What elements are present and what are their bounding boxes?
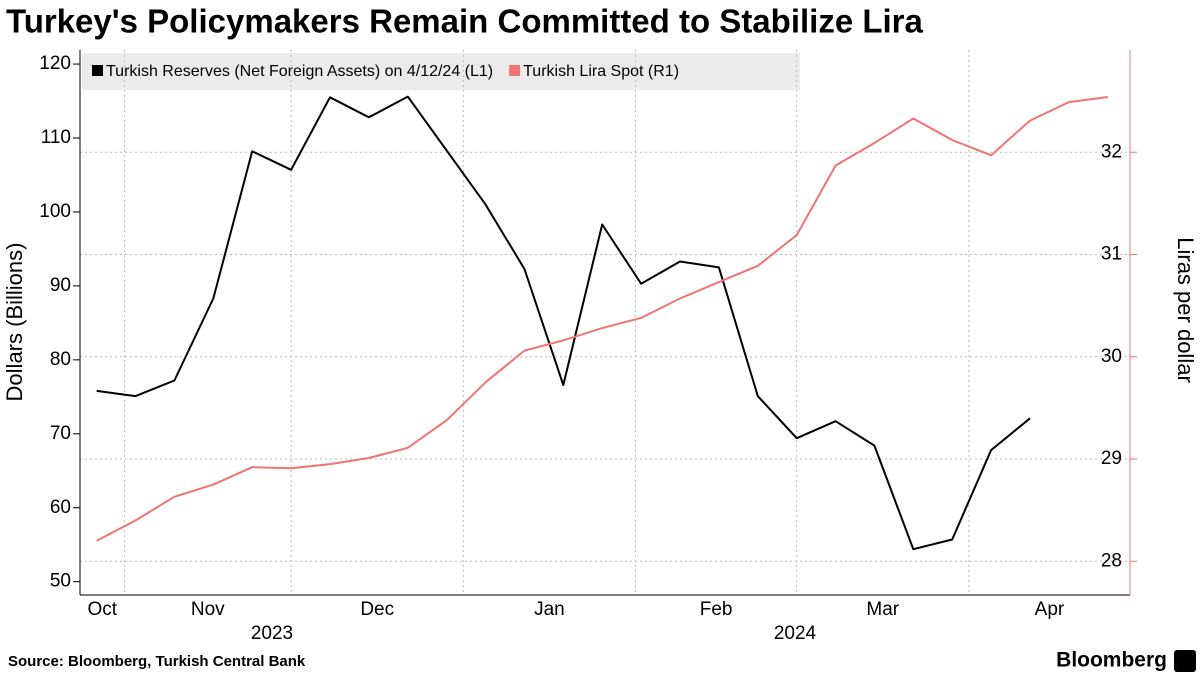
y-tick-label: 90 [50, 275, 71, 296]
legend-label: Turkish Reserves (Net Foreign Assets) on… [106, 63, 493, 80]
x-tick-label: Mar [866, 599, 899, 620]
legend-swatch [92, 65, 103, 76]
legend-swatch [509, 65, 521, 76]
y2-axis-label: Liras per dollar [1173, 237, 1198, 383]
y-tick-label: 110 [41, 127, 71, 148]
y-tick-label: 80 [50, 349, 71, 370]
y-tick-label: 50 [50, 571, 71, 592]
year-label: 2024 [774, 623, 817, 644]
series-line [96, 95, 1031, 551]
y-tick-label: 100 [39, 201, 71, 222]
y-tick-label: 70 [50, 423, 71, 444]
x-tick-label: Dec [360, 599, 394, 620]
y2-tick-label: 28 [1101, 550, 1122, 571]
year-label: 2023 [251, 623, 293, 644]
x-tick-label: Apr [1035, 599, 1065, 620]
series-line [96, 96, 1108, 542]
x-tick-label: Feb [700, 599, 733, 620]
legend-box [82, 53, 800, 90]
y2-tick-label: 30 [1101, 346, 1122, 367]
y-tick-label: 120 [39, 53, 71, 74]
source: Source: Bloomberg, Turkish Central Bank [8, 653, 306, 670]
y-tick-label: 60 [50, 497, 71, 518]
legend-label: Turkish Lira Spot (R1) [523, 63, 679, 80]
brand: Bloomberg [1056, 649, 1167, 672]
y2-tick-label: 31 [1101, 244, 1122, 265]
y2-tick-label: 32 [1101, 141, 1122, 162]
chart-title: Turkey's Policymakers Remain Committed t… [6, 3, 924, 40]
y2-tick-label: 29 [1101, 448, 1122, 469]
x-tick-label: Jan [534, 599, 565, 620]
brand-icon [1174, 650, 1196, 672]
x-tick-label: Oct [87, 599, 117, 620]
x-tick-label: Nov [191, 599, 225, 620]
y-axis-label: Dollars (Billions) [2, 243, 27, 402]
